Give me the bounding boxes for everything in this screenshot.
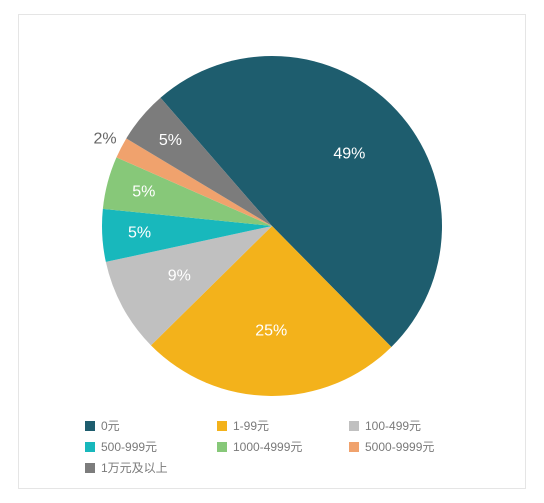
legend-label: 1-99元 xyxy=(233,417,269,434)
pie-chart-svg: 49% 25% 9% 5% 5% 2% 5% xyxy=(42,31,502,411)
legend-item: 500-999元 xyxy=(85,438,213,455)
legend-swatch xyxy=(85,463,95,473)
pie-slice-label: 2% xyxy=(94,131,117,148)
legend-item: 0元 xyxy=(85,417,213,434)
chart-panel: 49% 25% 9% 5% 5% 2% 5% 0元 1-99元 100-499元 500-999元… xyxy=(18,14,526,489)
legend-label: 5000-9999元 xyxy=(365,438,434,455)
pie-chart: 49% 25% 9% 5% 5% 2% 5% xyxy=(33,31,511,411)
legend-label: 1万元及以上 xyxy=(101,459,168,476)
legend-label: 1000-4999元 xyxy=(233,438,302,455)
legend-swatch xyxy=(217,421,227,431)
legend-item: 5000-9999元 xyxy=(349,438,477,455)
pie-slice-label: 5% xyxy=(132,183,155,200)
legend-label: 500-999元 xyxy=(101,438,157,455)
legend-swatch xyxy=(349,442,359,452)
pie-slice-label: 25% xyxy=(255,323,287,340)
pie-slice-label: 9% xyxy=(168,267,191,284)
legend-swatch xyxy=(85,421,95,431)
legend-label: 0元 xyxy=(101,417,120,434)
legend-item: 1万元及以上 xyxy=(85,459,213,476)
legend-item: 1-99元 xyxy=(217,417,345,434)
legend: 0元 1-99元 100-499元 500-999元 1000-4999元 5000-99… xyxy=(33,411,511,480)
legend-swatch xyxy=(217,442,227,452)
legend-swatch xyxy=(85,442,95,452)
legend-item: 1000-4999元 xyxy=(217,438,345,455)
pie-slice-label: 5% xyxy=(159,132,182,149)
pie-slice-label: 5% xyxy=(128,225,151,242)
legend-swatch xyxy=(349,421,359,431)
pie-slice-label: 49% xyxy=(333,146,365,163)
chart-card: 49% 25% 9% 5% 5% 2% 5% 0元 1-99元 100-499元 500-999元… xyxy=(0,0,544,503)
legend-label: 100-499元 xyxy=(365,417,421,434)
legend-item: 100-499元 xyxy=(349,417,477,434)
